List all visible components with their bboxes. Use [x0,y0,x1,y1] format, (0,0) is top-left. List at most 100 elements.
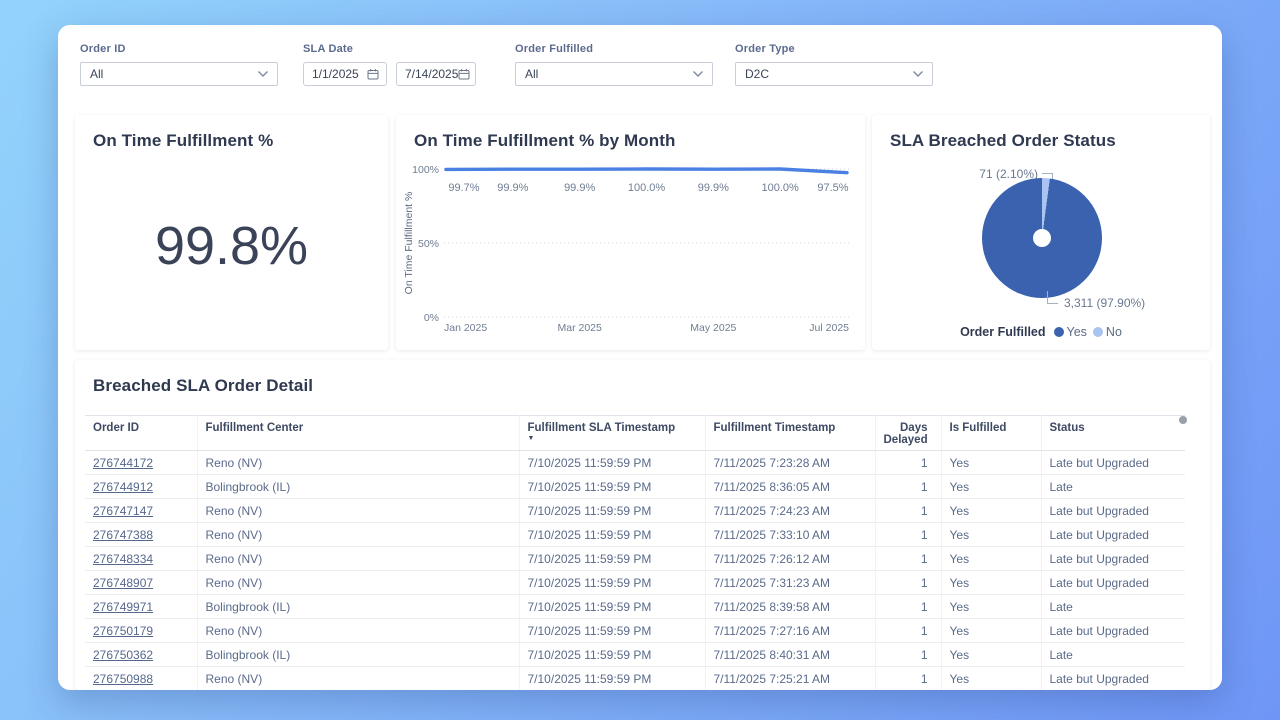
calendar-icon [367,68,379,80]
is-fulfilled-cell: Yes [941,546,1042,571]
order-id-cell: 276749971 [85,594,198,619]
sla-date-start-input[interactable]: 1/1/2025 [303,62,387,86]
kpi-card-title: On Time Fulfillment % [93,131,274,150]
days-delayed-cell: 1 [875,642,942,667]
svg-text:97.5%: 97.5% [817,182,848,194]
status-cell: Late but Upgraded [1041,498,1185,523]
legend-dot-no [1092,327,1103,337]
sla-timestamp-cell: 7/10/2025 11:59:59 PM [519,498,706,523]
chevron-down-icon [912,70,924,78]
is-fulfilled-cell: Yes [941,474,1042,499]
column-header-fulfillment-center[interactable]: Fulfillment Center [197,415,520,451]
column-header-sla-timestamp-label: Fulfillment SLA Timestamp [527,422,676,434]
days-delayed-cell: 1 [875,546,942,571]
order-type-dropdown-value: D2C [745,67,770,81]
days-delayed-cell: 1 [875,618,942,643]
filter-order-fulfilled: Order Fulfilled All [515,43,713,86]
order-fulfilled-dropdown-value: All [525,67,539,81]
line-chart-card: On Time Fulfillment % by Month 100% 50% 0%… [396,115,865,350]
order-id-dropdown[interactable]: All [80,62,278,86]
days-delayed-cell: 1 [875,474,942,499]
days-delayed-cell: 1 [875,666,942,690]
svg-text:100.0%: 100.0% [628,182,666,194]
svg-text:0%: 0% [424,312,439,324]
order-type-dropdown[interactable]: D2C [735,62,933,86]
kpi-card: On Time Fulfillment % 99.8% [75,115,388,350]
order-id-link[interactable]: 276744172 [93,455,154,470]
column-header-is-fulfilled[interactable]: Is Fulfilled [941,415,1042,451]
column-header-fulfillment-timestamp[interactable]: Fulfillment Timestamp [705,415,876,451]
order-id-link[interactable]: 276744912 [93,479,154,494]
column-header-order-id[interactable]: Order ID [85,415,198,451]
is-fulfilled-cell: Yes [941,498,1042,523]
is-fulfilled-cell: Yes [941,570,1042,595]
legend-item-no[interactable]: No [1092,325,1122,339]
filter-label-order-id: Order ID [80,43,126,55]
order-id-link[interactable]: 276750179 [93,623,154,638]
fulfillment-timestamp-cell: 7/11/2025 8:36:05 AM [705,474,876,499]
is-fulfilled-cell: Yes [941,450,1042,475]
fulfillment-timestamp-cell: 7/11/2025 7:33:10 AM [705,522,876,547]
order-id-cell: 276750988 [85,666,198,690]
svg-text:On Time Fulfillment %: On Time Fulfillment % [403,192,415,295]
table-row: 276744172 Reno (NV) 7/10/2025 11:59:59 PM 7… [85,450,1185,475]
status-cell: Late [1041,594,1185,619]
order-id-link[interactable]: 276750362 [93,647,154,662]
fulfillment-timestamp-cell: 7/11/2025 8:40:31 AM [705,642,876,667]
filter-order-type: Order Type D2C [735,43,933,86]
svg-text:100%: 100% [412,164,439,176]
scrollbar-thumb[interactable] [1179,416,1187,424]
fulfillment-timestamp-cell: 7/11/2025 7:27:16 AM [705,618,876,643]
table-card-title: Breached SLA Order Detail [93,376,314,395]
pie-callout-yes: 3,311 (97.90%) [1064,296,1146,310]
fulfillment-center-cell: Bolingbrook (IL) [197,474,520,499]
pie-callout-connector [1042,173,1053,182]
sort-descending-icon: ▼ [527,435,535,442]
days-delayed-cell: 1 [875,522,942,547]
pie-legend-title: Order Fulfilled [960,325,1046,339]
filter-label-sla-date: SLA Date [303,43,354,55]
table-row: 276748907 Reno (NV) 7/10/2025 11:59:59 PM 7… [85,570,1185,595]
fulfillment-center-cell: Reno (NV) [197,522,520,547]
table-row: 276747388 Reno (NV) 7/10/2025 11:59:59 PM 7… [85,522,1185,547]
order-id-link[interactable]: 276749971 [93,599,154,614]
legend-item-yes[interactable]: Yes [1053,325,1087,339]
kpi-value: 99.8% [154,216,309,276]
order-id-link[interactable]: 276747388 [93,527,154,542]
column-header-sla-timestamp[interactable]: Fulfillment SLA Timestamp ▼ [519,415,706,451]
pie-legend: Order Fulfilled Yes No [872,325,1210,339]
line-chart-svg[interactable]: 100% 50% 0% 99.7% 99.9% 99.9% 100.0% 99.9% 100.0… [402,155,858,345]
order-fulfilled-dropdown[interactable]: All [515,62,713,86]
fulfillment-timestamp-cell: 7/11/2025 7:26:12 AM [705,546,876,571]
dashboard-panel: Order ID All SLA Date 1/1/2025 7/14/2025 [58,25,1222,690]
is-fulfilled-cell: Yes [941,666,1042,690]
legend-dot-yes [1053,327,1064,337]
sla-timestamp-cell: 7/10/2025 11:59:59 PM [519,570,706,595]
order-id-link[interactable]: 276748907 [93,575,154,590]
filter-sla-date: SLA Date 1/1/2025 7/14/2025 [303,43,476,86]
svg-text:May 2025: May 2025 [690,322,736,334]
status-cell: Late [1041,474,1185,499]
order-id-link[interactable]: 276747147 [93,503,154,518]
column-header-days-delayed[interactable]: Days Delayed [875,415,942,451]
table-row: 276750362 Bolingbrook (IL) 7/10/2025 11:59… [85,642,1185,667]
table-row: 276750179 Reno (NV) 7/10/2025 11:59:59 PM 7… [85,618,1185,643]
fulfillment-timestamp-cell: 7/11/2025 7:24:23 AM [705,498,876,523]
sla-date-start-value: 1/1/2025 [312,67,359,81]
order-id-cell: 276750179 [85,618,198,643]
svg-text:100.0%: 100.0% [762,182,800,194]
order-id-link[interactable]: 276750988 [93,671,154,686]
table-body: 276744172 Reno (NV) 7/10/2025 11:59:59 PM 7… [85,450,1185,690]
sla-timestamp-cell: 7/10/2025 11:59:59 PM [519,666,706,690]
fulfillment-timestamp-cell: 7/11/2025 7:23:28 AM [705,450,876,475]
filter-label-order-fulfilled: Order Fulfilled [515,43,594,55]
column-header-status[interactable]: Status [1041,415,1185,451]
order-id-link[interactable]: 276748334 [93,551,154,566]
status-cell: Late but Upgraded [1041,618,1185,643]
legend-label-yes: Yes [1066,325,1087,339]
order-id-cell: 276744172 [85,450,198,475]
order-id-cell: 276750362 [85,642,198,667]
order-id-cell: 276744912 [85,474,198,499]
sla-date-end-input[interactable]: 7/14/2025 [396,62,476,86]
legend-label-no: No [1105,325,1122,339]
